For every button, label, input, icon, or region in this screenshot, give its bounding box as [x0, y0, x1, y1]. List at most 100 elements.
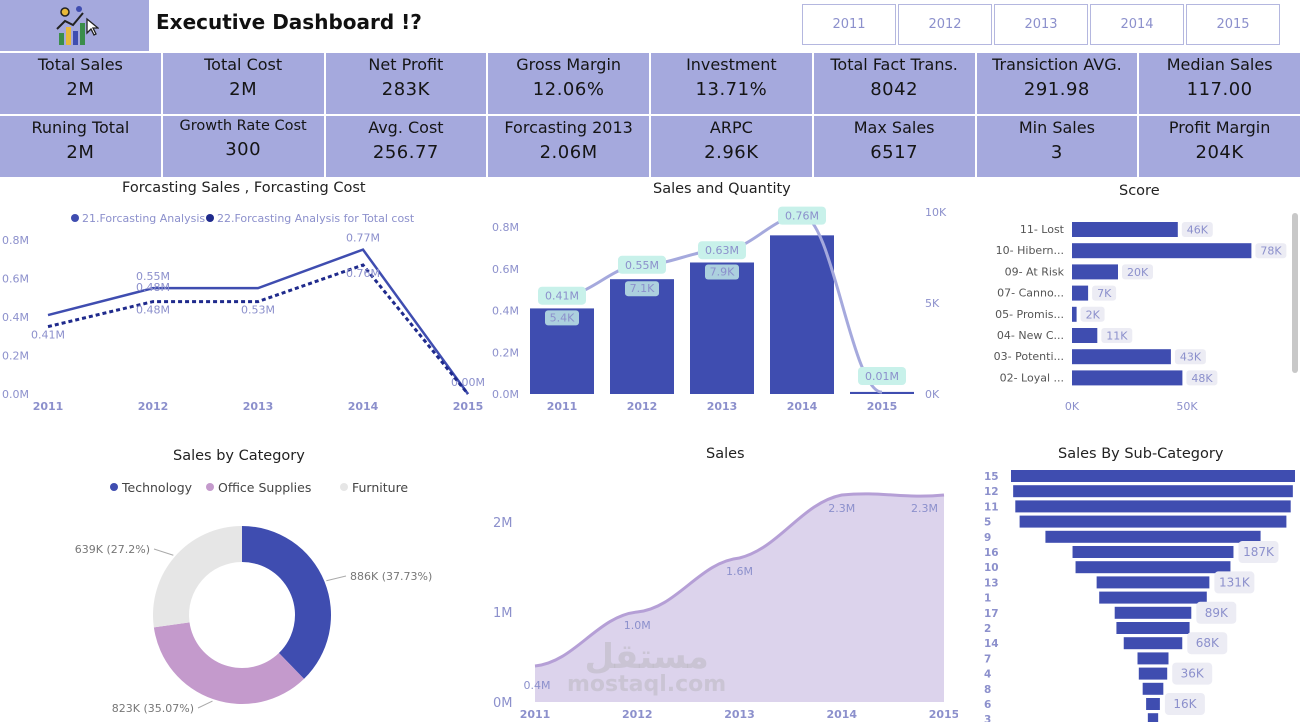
- category-label: 3: [984, 714, 991, 722]
- kpi-value: 8042: [870, 79, 919, 100]
- kpi-label: Runing Total: [31, 118, 130, 137]
- category-label: 04- New C...: [997, 329, 1064, 342]
- kpi-card[interactable]: Total Cost 2M: [162, 53, 324, 114]
- kpi-card[interactable]: Transiction AVG. 291.98: [976, 53, 1138, 114]
- funnel-bar: [1072, 546, 1234, 558]
- category-label: 15: [984, 471, 999, 483]
- kpi-card[interactable]: ARPC 2.96K: [651, 116, 812, 177]
- x-tick-label: 2012: [138, 400, 169, 413]
- x-tick-label: 2013: [707, 400, 738, 413]
- sales-label: 0.41M: [545, 290, 579, 303]
- subcategory-chart-title: Sales By Sub-Category: [1058, 446, 1224, 462]
- slice-label: 639K (27.2%): [75, 543, 150, 556]
- value-label: 46K: [1187, 224, 1209, 237]
- score-bar: [1072, 222, 1178, 237]
- sales-label: 0.01M: [865, 370, 899, 383]
- data-label: 0.53M: [241, 304, 275, 317]
- y-tick-label: 0.4M: [2, 311, 29, 324]
- category-label: 8: [984, 684, 991, 696]
- kpi-card[interactable]: Avg. Cost 256.77: [325, 116, 487, 177]
- year-button-2012[interactable]: 2012: [898, 4, 992, 45]
- y-tick-label: 0.2M: [492, 346, 519, 359]
- year-button-2013[interactable]: 2013: [994, 4, 1088, 45]
- kpi-card[interactable]: Median Sales 117.00: [1139, 53, 1300, 114]
- kpi-card[interactable]: Net Profit 283K: [325, 53, 487, 114]
- sales-bar: [610, 279, 674, 394]
- category-donut-chart[interactable]: Technology Office Supplies Furniture 886K (…: [0, 470, 480, 722]
- score-bar-chart[interactable]: 11- Lost 46K 10- Hibern... 78K 09- At Risk 20…: [980, 205, 1290, 420]
- value-label: 131K: [1219, 575, 1251, 589]
- funnel-bar: [1045, 530, 1261, 543]
- sales-quantity-chart[interactable]: 0.8M 0.6M 0.4M 0.2M 0.0M 10K 5K 0K 2011 2012 2013 2…: [488, 200, 958, 420]
- kpi-value: 291.98: [1023, 79, 1090, 100]
- sales-label-bg: [618, 255, 666, 274]
- kpi-card[interactable]: Investment 13.71%: [651, 53, 812, 114]
- kpi-label: Investment: [686, 55, 777, 74]
- funnel-bar: [1146, 698, 1160, 710]
- x-tick-label: 2011: [520, 708, 551, 721]
- sales-label-bg: [858, 367, 906, 385]
- kpi-card[interactable]: Profit Margin 204K: [1139, 116, 1300, 177]
- score-scrollbar[interactable]: [1292, 213, 1298, 373]
- value-label: 43K: [1180, 351, 1202, 364]
- category-label: 10: [984, 562, 999, 574]
- value-label: 78K: [1260, 245, 1282, 258]
- subcategory-funnel-chart[interactable]: 15 12 11 5 9 16 187K 10 13 131K 1 17 89K 2 14 68K 7 4 36K 8…: [978, 465, 1300, 722]
- score-chart-title: Score: [1119, 183, 1160, 199]
- kpi-label: Total Cost: [204, 55, 283, 74]
- kpi-card[interactable]: Forcasting 2013 2.06M: [488, 116, 649, 177]
- funnel-bar: [1123, 637, 1183, 650]
- y-tick-label: 0.6M: [492, 263, 519, 276]
- kpi-card[interactable]: Runing Total 2M: [0, 116, 161, 177]
- sales-label: 0.76M: [785, 210, 819, 223]
- year-button-2015[interactable]: 2015: [1186, 4, 1280, 45]
- x-tick-label: 2015: [453, 400, 484, 413]
- funnel-bar: [1013, 485, 1293, 498]
- kpi-card[interactable]: Max Sales 6517: [813, 116, 975, 177]
- year-button-2011[interactable]: 2011: [802, 4, 896, 45]
- funnel-bar: [1015, 500, 1291, 513]
- funnel-bar: [1099, 591, 1207, 604]
- category-label: 6: [984, 699, 991, 711]
- value-label-bg: [1101, 328, 1133, 343]
- kpi-card[interactable]: Gross Margin 12.06%: [488, 53, 649, 114]
- value-label-bg: [1172, 662, 1213, 685]
- score-bar: [1072, 349, 1171, 365]
- watermark-arabic: مستقل: [584, 637, 709, 677]
- value-label-bg: [1122, 264, 1153, 280]
- y-tick-label: 2M: [493, 516, 513, 531]
- y2-tick-label: 5K: [925, 297, 940, 310]
- quantity-label: 7.1K: [630, 282, 655, 295]
- sales-quantity-chart-title: Sales and Quantity: [653, 181, 791, 197]
- kpi-card[interactable]: Min Sales 3: [976, 116, 1138, 177]
- legend-marker: [110, 483, 118, 491]
- series-line: [47, 263, 470, 395]
- y2-tick-label: 0K: [925, 388, 940, 401]
- data-label: 0.48M: [136, 304, 170, 317]
- year-button-2014[interactable]: 2014: [1090, 4, 1184, 45]
- leader-line: [197, 700, 213, 709]
- forecast-line-chart[interactable]: 21.Forcasting Analysis 22.Forcasting Anal…: [0, 200, 490, 420]
- kpi-card[interactable]: Total Fact Trans. 8042: [813, 53, 975, 114]
- score-bar: [1072, 264, 1118, 280]
- funnel-bar: [1138, 667, 1168, 680]
- category-label: 03- Potenti...: [994, 350, 1064, 363]
- kpi-value: 283K: [381, 79, 430, 100]
- kpi-card[interactable]: Growth Rate Cost 300: [162, 116, 324, 177]
- value-label-bg: [1214, 571, 1255, 594]
- kpi-card[interactable]: Total Sales 2M: [0, 53, 161, 114]
- data-label: 0.77M: [346, 232, 380, 245]
- sales-area-line: [534, 492, 945, 668]
- funnel-bar: [1011, 470, 1295, 482]
- data-label: 2.3M: [911, 502, 938, 515]
- kpi-value: 300: [225, 139, 262, 160]
- value-label: 36K: [1181, 667, 1205, 681]
- quantity-label: 5.4K: [550, 311, 575, 324]
- donut-slice: [153, 526, 242, 628]
- kpi-value: 13.71%: [695, 79, 768, 100]
- forecast-chart-title: Forcasting Sales , Forcasting Cost: [122, 180, 366, 196]
- value-label-bg: [1186, 370, 1218, 386]
- kpi-value: 2M: [229, 79, 258, 100]
- sales-area-chart[interactable]: 2M 1M 0M 0.4M 1.0M 1.6M 2.3M 2.3M 2011 2012 2013 20…: [488, 465, 958, 722]
- y-tick-label: 0.0M: [492, 388, 519, 401]
